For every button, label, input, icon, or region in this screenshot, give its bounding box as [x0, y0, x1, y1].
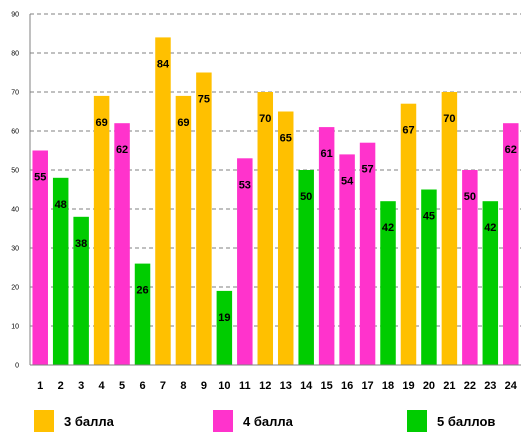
bar-5 — [114, 123, 130, 365]
y-tick-label-70: 70 — [11, 90, 19, 97]
legend-label-5: 5 баллов — [437, 413, 496, 429]
bar-24 — [503, 123, 519, 365]
x-tick-label-8: 8 — [180, 380, 186, 392]
bar-17 — [359, 142, 376, 365]
x-tick-label-7: 7 — [160, 380, 166, 392]
data-label-4: 69 — [95, 117, 107, 129]
data-label-19: 67 — [402, 125, 414, 137]
data-label-6: 26 — [136, 285, 148, 297]
x-tick-label-18: 18 — [382, 380, 394, 392]
legend-item-3: 3 балла — [34, 410, 114, 432]
x-tick-label-19: 19 — [402, 380, 414, 392]
data-label-22: 50 — [464, 191, 476, 203]
bar-2 — [52, 177, 69, 365]
data-label-9: 75 — [198, 94, 210, 106]
data-label-5: 62 — [116, 144, 128, 156]
data-label-1: 55 — [34, 172, 46, 184]
x-tick-label-11: 11 — [239, 380, 251, 392]
y-tick-label-80: 80 — [11, 51, 19, 58]
x-tick-label-17: 17 — [361, 380, 373, 392]
data-label-2: 48 — [55, 199, 67, 211]
bar-10 — [216, 290, 233, 365]
data-label-10: 19 — [218, 312, 230, 324]
x-tick-label-14: 14 — [300, 380, 313, 392]
y-tick-label-10: 10 — [11, 324, 19, 331]
x-tick-label-2: 2 — [58, 380, 64, 392]
x-tick-label-3: 3 — [78, 380, 84, 392]
x-tick-label-21: 21 — [443, 380, 455, 392]
y-tick-label-40: 40 — [11, 207, 19, 214]
x-tick-label-1: 1 — [37, 380, 43, 392]
x-tick-label-22: 22 — [464, 380, 476, 392]
bar-12 — [257, 92, 274, 365]
y-tick-label-20: 20 — [11, 285, 19, 292]
x-tick-label-10: 10 — [218, 380, 230, 392]
data-label-12: 70 — [259, 113, 271, 125]
bar-19 — [400, 103, 417, 365]
x-axis-ticks: 1 2 3 4 5 6 7 8 9 10 11 12 13 14 15 16 17 18 19 20 21 22 23 24 — [37, 380, 518, 392]
bar-3 — [73, 216, 89, 365]
bar-18 — [380, 201, 396, 365]
y-tick-label-30: 30 — [11, 246, 19, 253]
x-tick-label-12: 12 — [259, 380, 271, 392]
legend: 3 балла 4 балла 5 баллов — [0, 410, 531, 440]
data-label-18: 42 — [382, 222, 394, 234]
legend-swatch-4 — [213, 410, 233, 432]
data-label-14: 50 — [300, 191, 312, 203]
data-label-13: 65 — [280, 133, 292, 145]
data-label-7: 84 — [157, 58, 170, 70]
data-label-3: 38 — [75, 238, 87, 250]
data-label-16: 54 — [341, 175, 354, 187]
bar-11 — [237, 158, 253, 365]
data-label-8: 69 — [177, 117, 189, 129]
x-tick-label-16: 16 — [341, 380, 353, 392]
x-tick-label-15: 15 — [321, 380, 333, 392]
legend-swatch-5 — [407, 410, 427, 432]
bar-15 — [318, 127, 335, 365]
legend-label-3: 3 балла — [64, 413, 114, 429]
bar-4 — [93, 95, 110, 366]
bar-9 — [196, 72, 212, 365]
data-label-21: 70 — [443, 113, 455, 125]
legend-swatch-3 — [34, 410, 54, 432]
x-tick-label-4: 4 — [99, 380, 106, 392]
bar-6 — [134, 263, 151, 365]
data-labels: 55 48 38 69 62 26 84 69 75 19 53 70 65 50 61 54 57 42 67 45… — [34, 58, 517, 324]
x-tick-label-24: 24 — [505, 380, 518, 392]
bar-16 — [339, 154, 355, 365]
bar-21 — [441, 92, 458, 365]
data-label-17: 57 — [361, 164, 373, 176]
bar-13 — [277, 111, 294, 365]
data-label-24: 62 — [505, 144, 517, 156]
data-label-23: 42 — [484, 222, 496, 234]
x-tick-label-20: 20 — [423, 380, 435, 392]
bars — [32, 37, 519, 366]
x-tick-label-5: 5 — [119, 380, 125, 392]
bar-23 — [482, 201, 499, 365]
bar-14 — [298, 170, 314, 365]
x-tick-label-23: 23 — [484, 380, 496, 392]
gridlines — [30, 13, 521, 327]
y-tick-label-90: 90 — [11, 12, 19, 19]
y-tick-label-50: 50 — [11, 168, 19, 175]
legend-item-5: 5 баллов — [407, 410, 495, 432]
y-tick-label-0: 0 — [15, 363, 19, 370]
x-tick-label-13: 13 — [280, 380, 292, 392]
legend-label-4: 4 балла — [243, 413, 293, 429]
bar-7 — [155, 37, 171, 366]
data-label-15: 61 — [321, 148, 333, 160]
y-axis-ticks: 0 10 20 30 40 50 60 70 80 90 — [11, 12, 19, 370]
data-label-11: 53 — [239, 179, 251, 191]
bar-20 — [421, 189, 437, 365]
data-label-20: 45 — [423, 211, 435, 223]
y-tick-label-60: 60 — [11, 129, 19, 136]
x-tick-label-6: 6 — [139, 380, 145, 392]
bar-22 — [462, 170, 478, 365]
bar-8 — [175, 95, 192, 366]
bar-1 — [32, 150, 48, 365]
x-tick-label-9: 9 — [201, 380, 207, 392]
legend-item-4: 4 балла — [213, 410, 293, 432]
